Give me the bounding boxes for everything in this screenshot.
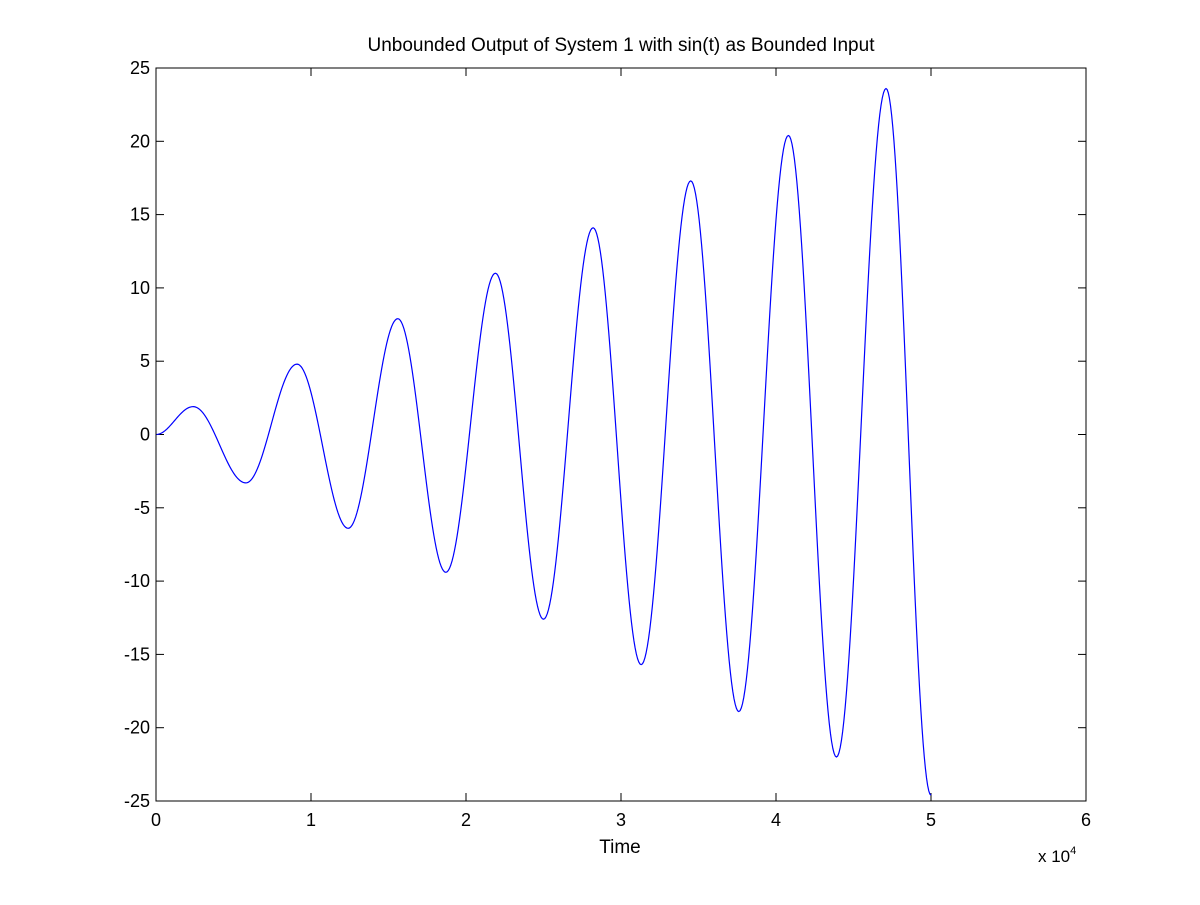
y-tick-label: -10 <box>124 571 150 591</box>
y-tick-label: -15 <box>124 644 150 664</box>
y-tick-labels: -25 -20 -15 -10 -5 0 5 10 15 20 25 <box>124 58 150 811</box>
y-tick-label: 20 <box>130 131 150 151</box>
x-tick-label: 4 <box>771 810 781 830</box>
x-tick-labels: 0 1 2 3 4 5 6 <box>151 810 1091 830</box>
y-tick-label: -25 <box>124 791 150 811</box>
y-tick-label: 15 <box>130 205 150 225</box>
plot-area <box>156 68 1086 801</box>
y-tick-label: 25 <box>130 58 150 78</box>
x-tick-label: 5 <box>926 810 936 830</box>
x-axis-multiplier: x 104 <box>1038 845 1076 866</box>
x-axis-multiplier-base: x 10 <box>1038 847 1070 866</box>
y-tick-label: -5 <box>134 498 150 518</box>
series-line <box>155 87 932 796</box>
x-tick-label: 0 <box>151 810 161 830</box>
y-tick-label: 10 <box>130 278 150 298</box>
x-axis-label: Time <box>599 837 641 858</box>
axes-box <box>155 67 1087 802</box>
x-tick-label: 6 <box>1081 810 1091 830</box>
x-axis-multiplier-exponent: 4 <box>1070 845 1076 857</box>
x-tick-label: 1 <box>306 810 316 830</box>
x-tick-label: 3 <box>616 810 626 830</box>
chart-title: Unbounded Output of System 1 with sin(t)… <box>368 35 876 56</box>
y-tick-label: 0 <box>140 425 150 445</box>
x-tick-label: 2 <box>461 810 471 830</box>
y-tick-label: 5 <box>140 351 150 371</box>
y-tick-label: -20 <box>124 718 150 738</box>
